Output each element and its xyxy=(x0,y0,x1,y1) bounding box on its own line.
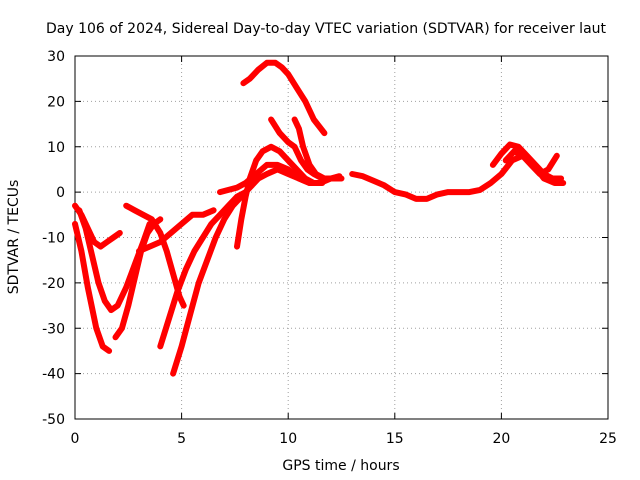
x-tick-label: 5 xyxy=(177,431,186,447)
series-arc-2 xyxy=(72,220,113,354)
x-tick-label: 25 xyxy=(599,431,617,447)
series-arc-11 xyxy=(240,59,328,137)
y-tick-label: -50 xyxy=(42,412,65,428)
series-arc-8 xyxy=(170,166,313,377)
x-axis-label: GPS time / hours xyxy=(282,458,399,474)
y-tick-label: 30 xyxy=(47,49,65,65)
y-axis-label: SDTVAR / TECUs xyxy=(6,180,22,295)
y-tick-label: 10 xyxy=(47,140,65,156)
series-arc-10 xyxy=(234,143,326,250)
series-arc-13 xyxy=(291,116,345,182)
x-tick-label: 10 xyxy=(279,431,297,447)
y-tick-label: -10 xyxy=(42,231,65,247)
y-tick-label: -20 xyxy=(42,276,65,292)
chart-title: Day 106 of 2024, Sidereal Day-to-day VTE… xyxy=(46,21,607,37)
x-tick-label: 20 xyxy=(492,431,510,447)
data-series xyxy=(72,59,567,377)
axis-ticks: 0 5 10 15 20 25 -50 -40 -30 -20 -10 0 10 20 30 xyxy=(42,49,617,447)
series-arc-16 xyxy=(502,148,560,177)
series-arc-6 xyxy=(136,207,217,255)
y-tick-label: 0 xyxy=(56,185,65,201)
plot-frame xyxy=(74,55,609,420)
y-tick-label: 20 xyxy=(47,94,65,110)
series-arc-7 xyxy=(157,189,249,350)
y-tick-label: -30 xyxy=(42,321,65,337)
grid-lines xyxy=(75,56,608,419)
series-arc-15 xyxy=(489,141,565,182)
x-tick-label: 0 xyxy=(71,431,80,447)
series-arc-4 xyxy=(112,216,164,341)
x-tick-label: 15 xyxy=(386,431,404,447)
y-tick-label: -40 xyxy=(42,367,65,383)
